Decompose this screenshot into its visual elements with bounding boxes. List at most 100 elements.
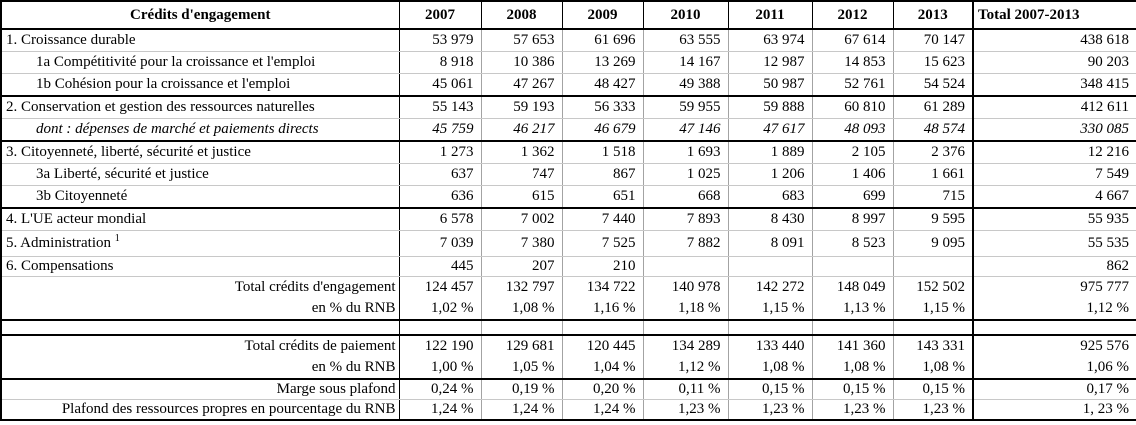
- value-cell: [480, 320, 562, 336]
- value-cell: 132 797: [480, 276, 562, 298]
- row-label: 1a Compétitivité pour la croissance et l…: [1, 51, 399, 74]
- value-cell: 55 143: [398, 96, 481, 119]
- value-cell: 152 502: [892, 276, 973, 298]
- value-cell: 1 518: [561, 141, 643, 164]
- row-label: Total crédits d'engagement: [234, 279, 396, 295]
- value-cell: 0,15 %: [892, 379, 973, 400]
- row-label: Total crédits de paiement: [244, 338, 396, 354]
- value-cell: 143 331: [892, 335, 973, 357]
- row-label: 2. Conservation et gestion des ressource…: [1, 96, 399, 119]
- value-cell: 1,13 %: [811, 298, 893, 321]
- value-cell: 1 273: [398, 141, 481, 164]
- row-label: 3. Citoyenneté, liberté, sécurité et jus…: [1, 141, 399, 164]
- row-label: Plafond des ressources propres en pource…: [61, 401, 396, 417]
- header-year-2012: 2012: [811, 1, 893, 30]
- value-cell: [727, 320, 812, 336]
- value-cell: 1,24 %: [480, 399, 562, 420]
- value-cell: 63 974: [727, 29, 812, 52]
- value-cell: 47 267: [480, 73, 562, 97]
- header-year-2013: 2013: [892, 1, 973, 30]
- value-cell: 1,16 %: [561, 298, 643, 321]
- total-cell: 862: [972, 256, 1136, 277]
- value-cell: 699: [811, 185, 893, 209]
- value-cell: 636: [398, 185, 481, 209]
- value-cell: 14 853: [811, 51, 893, 74]
- value-cell: 6 578: [398, 208, 481, 231]
- value-cell: [811, 256, 893, 277]
- row-label: 5. Administration 1: [1, 230, 399, 257]
- value-cell: 8 430: [727, 208, 812, 231]
- value-cell: 615: [480, 185, 562, 209]
- value-cell: 9 595: [892, 208, 973, 231]
- total-cell: 4 667: [972, 185, 1136, 209]
- header-year-2010: 2010: [642, 1, 728, 30]
- value-cell: 61 696: [561, 29, 643, 52]
- value-cell: 8 918: [398, 51, 481, 74]
- table-row: 6. Compensations 445 207 210 862: [1, 256, 1136, 277]
- value-cell: 61 289: [892, 96, 973, 119]
- value-cell: 7 002: [480, 208, 562, 231]
- value-cell: [642, 320, 728, 336]
- value-cell: 63 555: [642, 29, 728, 52]
- value-cell: 142 272: [727, 276, 812, 298]
- value-cell: 7 525: [561, 230, 643, 257]
- value-cell: 1,23 %: [642, 399, 728, 420]
- value-cell: 15 623: [892, 51, 973, 74]
- row-label: en % du RNB: [1, 357, 399, 380]
- value-cell: 1,00 %: [398, 357, 481, 380]
- value-cell: 1,08 %: [811, 357, 893, 380]
- table-row: en % du RNB 1,00 % 1,05 % 1,04 % 1,12 % 1,08 …: [1, 357, 1136, 380]
- value-cell: 1,08 %: [727, 357, 812, 380]
- value-cell: 14 167: [642, 51, 728, 74]
- header-label: Crédits d'engagement: [1, 1, 399, 30]
- total-cell: 438 618: [972, 29, 1136, 52]
- row-label: 1b Cohésion pour la croissance et l'empl…: [1, 73, 399, 97]
- value-cell: [642, 256, 728, 277]
- value-cell: 7 440: [561, 208, 643, 231]
- header-year-2008: 2008: [480, 1, 562, 30]
- value-cell: 120 445: [561, 335, 643, 357]
- row-label: 4. L'UE acteur mondial: [1, 208, 399, 231]
- value-cell: 46 217: [480, 118, 562, 142]
- total-cell: 412 611: [972, 96, 1136, 119]
- table-row: dont : dépenses de marché et paiements d…: [1, 118, 1136, 142]
- row-label: 1. Croissance durable: [1, 29, 399, 52]
- value-cell: 445: [398, 256, 481, 277]
- value-cell: 148 049: [811, 276, 893, 298]
- value-cell: 47 617: [727, 118, 812, 142]
- total-cell: 1, 23 %: [972, 399, 1136, 420]
- value-cell: [727, 256, 812, 277]
- value-cell: 1,23 %: [811, 399, 893, 420]
- value-cell: 124 457: [398, 276, 481, 298]
- value-cell: 1,12 %: [642, 357, 728, 380]
- value-cell: 54 524: [892, 73, 973, 97]
- value-cell: 1,24 %: [561, 399, 643, 420]
- value-cell: 1 693: [642, 141, 728, 164]
- total-cell: 1,12 %: [972, 298, 1136, 321]
- header-total: Total 2007-2013: [972, 1, 1136, 30]
- value-cell: 1 406: [811, 163, 893, 186]
- value-cell: 1 025: [642, 163, 728, 186]
- value-cell: 134 289: [642, 335, 728, 357]
- row-label: Marge sous plafond: [1, 379, 399, 400]
- total-cell: 1,06 %: [972, 357, 1136, 380]
- table-row: Plafond des ressources propres en pource…: [1, 399, 1136, 420]
- row-label: [1, 320, 399, 336]
- value-cell: 1,04 %: [561, 357, 643, 380]
- value-cell: [561, 320, 643, 336]
- total-cell: [972, 320, 1136, 336]
- value-cell: [398, 320, 481, 336]
- value-cell: 1,05 %: [480, 357, 562, 380]
- value-cell: 7 039: [398, 230, 481, 257]
- header-year-2009: 2009: [561, 1, 643, 30]
- value-cell: 67 614: [811, 29, 893, 52]
- footnote-marker: 1: [114, 233, 120, 244]
- value-cell: 0,15 %: [811, 379, 893, 400]
- value-cell: 9 095: [892, 230, 973, 257]
- row-label: dont : dépenses de marché et paiements d…: [1, 118, 399, 142]
- value-cell: 12 987: [727, 51, 812, 74]
- value-cell: 7 380: [480, 230, 562, 257]
